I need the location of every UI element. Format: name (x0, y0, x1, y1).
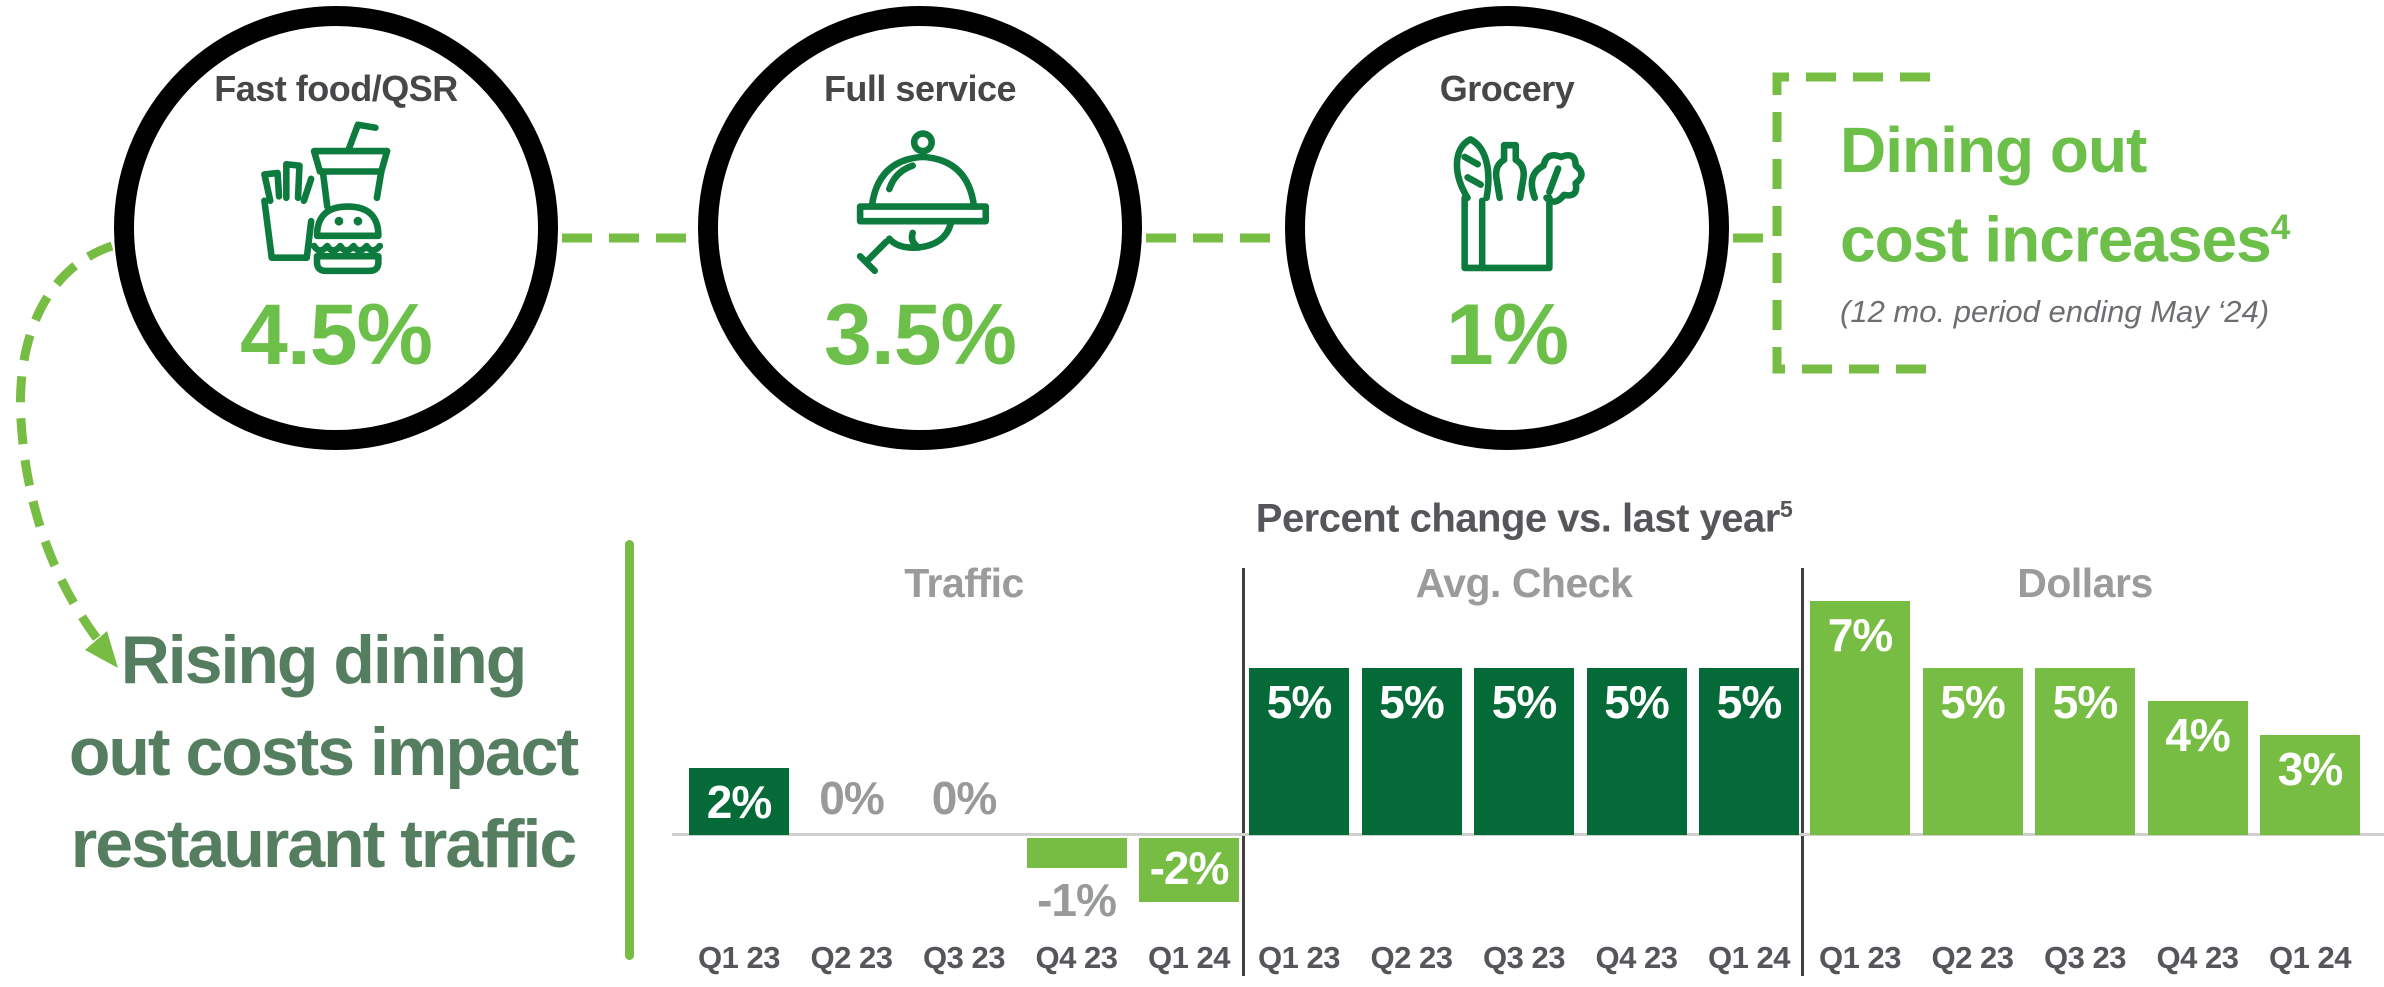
bar-value-label: 2% (706, 776, 772, 828)
bar-value-label: 5% (1379, 676, 1444, 728)
quarter-label: Q1 24 (1148, 940, 1230, 975)
quarter-label: Q4 23 (1035, 940, 1118, 975)
bar (1026, 838, 1127, 868)
cloche-icon (856, 130, 990, 275)
bar-value-label: 0% (819, 772, 884, 824)
category-circle-fullservice: Full service 3.5% (698, 6, 1142, 450)
quarter-label: Q1 24 (2269, 940, 2351, 975)
headline-line3: restaurant traffic (70, 806, 577, 882)
headline-line1: Rising dining (120, 622, 528, 698)
category-circle-fastfood: Fast food/QSR 4.5% (114, 6, 558, 450)
bar-value-label: 5% (1491, 676, 1557, 728)
grocery-bag-icon (1453, 136, 1585, 272)
bar (689, 768, 789, 835)
category-value-grocery: 1% (1445, 287, 1569, 383)
category-label-fullservice: Full service (823, 68, 1017, 109)
category-value-fastfood: 4.5% (239, 287, 433, 383)
quarter-label: Q2 23 (810, 940, 893, 975)
callout-title: Dining out cost increases4 (1840, 112, 2291, 278)
quarter-label: Q4 23 (2156, 940, 2239, 975)
group-divider-2 (1801, 568, 1804, 976)
bar (2035, 668, 2135, 835)
bar-value-label: 7% (1827, 609, 1893, 661)
fastfood-icon (261, 121, 391, 275)
callout-subtitle: (12 mo. period ending May ‘24) (1840, 294, 2270, 330)
quarter-label: Q3 23 (1483, 940, 1565, 975)
bar (1474, 668, 1574, 835)
bar (1249, 668, 1349, 835)
group-label-dollars: Dollars (2017, 560, 2153, 606)
bar-value-label: 0% (931, 772, 997, 824)
bar-value-label: -1% (1037, 874, 1117, 926)
bar (1699, 668, 1799, 835)
group-label-avgcheck: Avg. Check (1415, 560, 1633, 606)
quarter-label: Q4 23 (1595, 940, 1678, 975)
dining-out-callout: Dining out cost increases4 (12 mo. perio… (1840, 112, 2291, 330)
quarter-label: Q2 23 (1370, 940, 1453, 975)
bar-value-label: 5% (1604, 676, 1669, 728)
quarter-label: Q1 23 (698, 940, 780, 975)
bar (2147, 701, 2248, 835)
bar-value-label: 3% (2277, 743, 2343, 795)
category-value-fullservice: 3.5% (823, 287, 1017, 383)
bar (1361, 668, 1462, 835)
bar-value-label: -2% (1149, 842, 1230, 894)
bar-value-label: 5% (1716, 676, 1782, 728)
bar (1586, 668, 1687, 835)
chart-left-accent-bar (625, 540, 634, 960)
bar (2260, 735, 2360, 835)
bar (1139, 838, 1239, 902)
group-divider-1 (1242, 568, 1245, 976)
footnote-marker-4: 4 (2270, 208, 2291, 247)
headline-line2: out costs impact (68, 714, 579, 790)
callout-title-line2: cost increases (1840, 203, 2272, 276)
bar (1922, 668, 2023, 835)
bar-value-label: 5% (2052, 676, 2118, 728)
bar-value-label: 4% (2165, 709, 2230, 761)
chart-title: Percent change vs. last year5 (1255, 496, 1793, 541)
category-label-fastfood: Fast food/QSR (214, 68, 458, 109)
group-label-traffic: Traffic (904, 560, 1024, 606)
quarter-label: Q1 24 (1708, 940, 1790, 975)
quarter-label: Q3 23 (2044, 940, 2126, 975)
quarter-label: Q2 23 (1931, 940, 2014, 975)
headline: Rising dining out costs impact restauran… (8, 614, 638, 890)
callout-title-line1: Dining out (1840, 114, 2147, 186)
quarter-label: Q1 23 (1258, 940, 1340, 975)
curved-arrow-dash (15, 241, 114, 643)
bar (1810, 601, 1910, 835)
category-label-grocery: Grocery (1439, 68, 1575, 109)
chart-title-text: Percent change vs. last year (1255, 496, 1781, 541)
footnote-marker-5: 5 (1779, 496, 1793, 522)
quarter-label: Q3 23 (923, 940, 1005, 975)
bar-value-label: 5% (1940, 676, 2005, 728)
category-circle-grocery: Grocery 1% (1285, 6, 1729, 450)
bar-value-label: 5% (1266, 676, 1332, 728)
quarter-label: Q1 23 (1819, 940, 1901, 975)
